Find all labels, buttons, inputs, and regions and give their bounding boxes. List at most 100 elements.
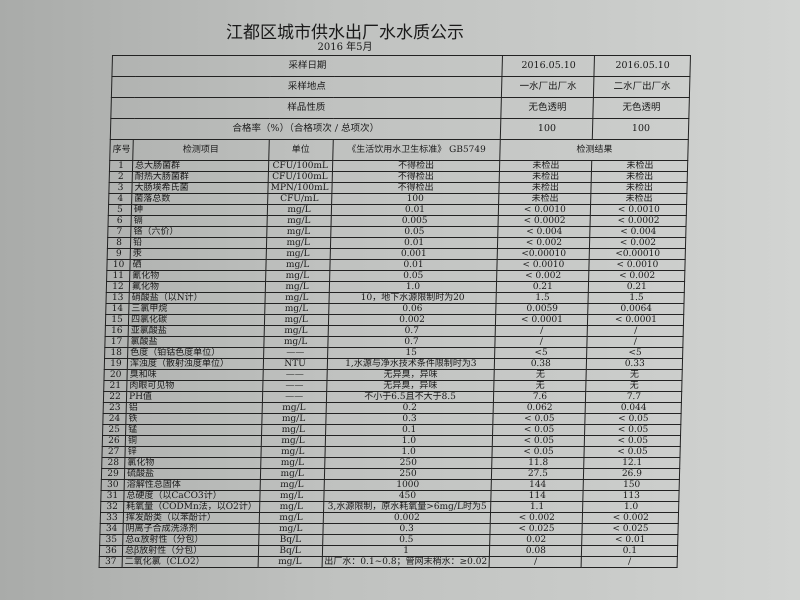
table-row: 30 溶解性总固体 mg/L 1000 144 150 xyxy=(101,479,680,491)
header-value-1: 2016.05.10 xyxy=(502,55,595,77)
row-result-1: < 0.05 xyxy=(492,446,585,458)
row-result-1: < 0.004 xyxy=(498,226,591,238)
row-item: 锰 xyxy=(125,424,262,436)
table-row: 9 汞 mg/L 0.001 <0.00010 <0.00010 xyxy=(107,248,686,260)
row-item: 挥发酚类（以苯酚计） xyxy=(123,512,260,524)
row-standard: 0.05 xyxy=(330,226,499,238)
row-item: 硫酸盐 xyxy=(124,468,261,480)
row-no: 28 xyxy=(101,457,125,469)
header-value-2: 无色透明 xyxy=(593,97,690,119)
row-no: 16 xyxy=(105,325,129,337)
row-standard: 无异臭，异味 xyxy=(326,369,495,381)
header-value-1: 无色透明 xyxy=(501,97,594,119)
row-item: 镉 xyxy=(131,215,267,227)
table-row: 34 阴离子合成洗涤剂 mg/L 0.3 < 0.025 < 0.025 xyxy=(99,523,679,535)
table-row: 33 挥发酚类（以苯酚计） mg/L 0.002 < 0.002 < 0.002 xyxy=(100,512,679,524)
row-no: 4 xyxy=(108,193,132,205)
row-result-1: < 0.0010 xyxy=(497,259,590,271)
row-result-2: 未检出 xyxy=(591,182,688,194)
row-result-1: 0.0059 xyxy=(496,303,589,315)
row-unit: mg/L xyxy=(264,314,329,326)
row-unit: mg/L xyxy=(264,303,329,315)
row-unit: mg/L xyxy=(265,270,330,282)
table-row: 25 锰 mg/L 0.1 < 0.05 < 0.05 xyxy=(102,424,682,436)
table-row: 13 硝酸盐（以N计） mg/L 10，地下水源限制时为20 1.5 1.5 xyxy=(105,292,685,304)
row-standard: 0.7 xyxy=(327,336,496,348)
row-result-2: 0.0064 xyxy=(588,303,685,315)
row-result-2: 无 xyxy=(586,380,683,392)
row-result-1: < 0.002 xyxy=(490,512,583,524)
header-row: 采样地点 一水厂出厂水 二水厂出厂水 xyxy=(111,76,691,98)
row-result-1: 0.21 xyxy=(496,281,589,293)
header-value-2: 2016.05.10 xyxy=(594,55,691,77)
row-no: 22 xyxy=(103,391,127,403)
row-item: 总α放射性（分包） xyxy=(122,534,259,546)
row-no: 13 xyxy=(105,292,130,304)
table-row: 15 四氯化碳 mg/L 0.002 < 0.0001 < 0.0001 xyxy=(105,314,685,326)
row-no: 31 xyxy=(100,490,125,502)
row-no: 33 xyxy=(100,512,124,524)
row-unit: mg/L xyxy=(264,281,330,293)
row-item: 硝酸盐（以N计） xyxy=(129,292,265,304)
row-no: 23 xyxy=(103,402,127,414)
col-unit: 单位 xyxy=(268,139,333,161)
header-row: 样品性质 无色透明 无色透明 xyxy=(110,97,690,119)
row-result-2: < 0.0010 xyxy=(589,259,686,271)
table-row: 12 氟化物 mg/L 1.0 0.21 0.21 xyxy=(106,281,685,293)
row-no: 15 xyxy=(105,314,129,326)
row-result-2: < 0.004 xyxy=(590,226,687,238)
header-row: 合格率（%）（合格项次 / 总项次） 100 100 xyxy=(110,118,690,140)
table-row: 14 三氯甲烷 mg/L 0.06 0.0059 0.0064 xyxy=(105,303,685,315)
row-no: 30 xyxy=(101,479,125,491)
table-row: 27 锌 mg/L 1.0 < 0.05 < 0.05 xyxy=(101,446,681,458)
document-subtitle: 2016 年5月 xyxy=(317,42,373,53)
row-standard: 0.005 xyxy=(330,215,499,227)
table-row: 4 菌落总数 CFU/mL 100 未检出 未检出 xyxy=(108,193,688,205)
row-result-1: < 0.05 xyxy=(492,424,586,436)
table-row: 19 浑浊度（散射浊度单位） NTU 1,水源与净水技术条件限制时为3 0.38 0.33 xyxy=(104,358,683,370)
row-no: 37 xyxy=(99,556,123,568)
row-result-1: 未检出 xyxy=(499,171,592,183)
row-result-1: < 0.05 xyxy=(492,435,585,447)
row-item: 色度（铂钴色度单位） xyxy=(127,347,264,359)
row-result-1: 1.5 xyxy=(496,292,589,304)
row-no: 29 xyxy=(101,468,125,480)
row-standard: 不小于6.5且不大于8.5 xyxy=(326,391,495,403)
table-row: 24 铁 mg/L 0.3 < 0.05 < 0.05 xyxy=(102,413,682,425)
row-no: 6 xyxy=(108,215,132,227)
col-standard: 《生活饮用水卫生标准》 GB5749 xyxy=(332,139,501,161)
row-item: 大肠埃希氏菌 xyxy=(131,182,268,194)
row-result-1: <5 xyxy=(494,347,588,359)
row-result-1: < 0.0010 xyxy=(498,204,591,216)
row-standard: 1,水源与净水技术条件限制时为3 xyxy=(326,358,495,370)
row-unit: mg/L xyxy=(260,468,325,480)
row-result-2: < 0.025 xyxy=(582,523,679,535)
col-result: 检测结果 xyxy=(500,139,689,161)
row-standard: 0.5 xyxy=(322,534,491,546)
row-unit: —— xyxy=(262,391,327,403)
row-standard: 450 xyxy=(323,490,492,502)
row-standard: 0.01 xyxy=(329,259,498,271)
row-result-2: 0.044 xyxy=(585,402,682,414)
table-row: 37 二氧化氯（CLO2） mg/L 出厂水：0.1~0.8；管网末梢水：≥0.02/… xyxy=(99,556,678,568)
row-result-1: 0.062 xyxy=(493,402,586,414)
row-item: 肉眼可见物 xyxy=(126,380,263,392)
header-value-2: 二水厂出厂水 xyxy=(593,76,691,98)
row-standard: 0.1 xyxy=(325,424,494,436)
row-result-2: 未检出 xyxy=(591,171,688,183)
row-item: 四氯化碳 xyxy=(128,314,265,326)
table-row: 5 砷 mg/L 0.01 < 0.0010 < 0.0010 xyxy=(108,204,687,216)
row-result-1: 无 xyxy=(494,380,587,392)
row-standard: 1 xyxy=(321,545,491,557)
row-result-2: 7.7 xyxy=(585,391,683,403)
table-row: 31 总硬度（以CaCO3计） mg/L 450 114 113 xyxy=(100,490,680,502)
row-result-2: 150 xyxy=(583,479,680,491)
row-item: 氯酸盐 xyxy=(127,336,264,348)
column-header-row: 序号 检测项目 单位 《生活饮用水卫生标准》 GB5749 检测结果 xyxy=(109,139,689,161)
water-quality-table: 采样日期 2016.05.10 2016.05.10 采样地点 一水厂出厂水 二水… xyxy=(99,55,692,568)
row-no: 26 xyxy=(102,435,126,447)
row-no: 24 xyxy=(102,413,127,425)
row-result-2: 12.1 xyxy=(584,457,681,469)
table-row: 3 大肠埃希氏菌 MPN/100mL 不得检出 未检出 未检出 xyxy=(108,182,688,194)
row-no: 7 xyxy=(107,226,132,238)
